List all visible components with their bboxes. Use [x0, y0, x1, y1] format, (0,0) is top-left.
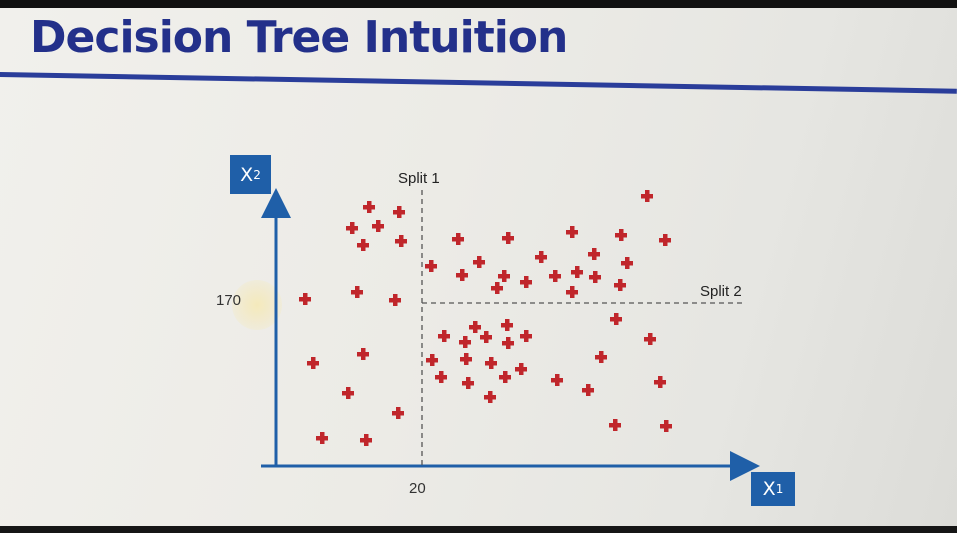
data-point-marker: [485, 357, 497, 369]
data-point-marker: [357, 348, 369, 360]
data-point-marker: [498, 270, 510, 282]
data-point-marker: [469, 321, 481, 333]
data-point-marker: [502, 337, 514, 349]
screen-bezel-top: [0, 0, 957, 8]
data-point-marker: [610, 313, 622, 325]
x2-label-text: X: [240, 163, 254, 186]
data-point-marker: [363, 201, 375, 213]
data-point-marker: [360, 434, 372, 446]
data-point-marker: [491, 282, 503, 294]
data-point-marker: [299, 293, 311, 305]
data-point-marker: [595, 351, 607, 363]
data-point-marker: [515, 363, 527, 375]
data-point-marker: [392, 407, 404, 419]
data-point-marker: [641, 190, 653, 202]
data-point-marker: [426, 354, 438, 366]
data-point-marker: [535, 251, 547, 263]
data-point-marker: [621, 257, 633, 269]
data-point-marker: [395, 235, 407, 247]
data-point-marker: [425, 260, 437, 272]
data-point-marker: [566, 286, 578, 298]
x1-label-text: X: [762, 478, 776, 500]
data-point-marker: [499, 371, 511, 383]
data-point-marker: [393, 206, 405, 218]
data-point-marker: [520, 330, 532, 342]
y-tick-label: 170: [216, 292, 242, 309]
data-point-marker: [346, 222, 358, 234]
data-point-marker: [609, 419, 621, 431]
data-point-marker: [589, 271, 601, 283]
split-2-label: Split 2: [700, 283, 742, 300]
data-point-marker: [452, 233, 464, 245]
data-point-marker: [484, 391, 496, 403]
data-point-marker: [372, 220, 384, 232]
data-point-marker: [502, 232, 514, 244]
data-point-marker: [549, 270, 561, 282]
x1-label-subscript: 1: [775, 482, 784, 496]
data-point-marker: [615, 229, 627, 241]
data-point-marker: [571, 266, 583, 278]
data-point-marker: [501, 319, 513, 331]
data-point-marker: [456, 269, 468, 281]
data-point-marker: [435, 371, 447, 383]
data-point-marker: [520, 276, 532, 288]
data-points: [299, 190, 672, 446]
split-1-label: Split 1: [398, 170, 440, 187]
data-point-marker: [351, 286, 363, 298]
data-point-marker: [480, 331, 492, 343]
x-tick-label: 20: [409, 480, 426, 497]
data-point-marker: [462, 377, 474, 389]
data-point-marker: [588, 248, 600, 260]
data-point-marker: [389, 294, 401, 306]
x2-label-subscript: 2: [253, 167, 261, 182]
data-point-marker: [316, 432, 328, 444]
data-point-marker: [644, 333, 656, 345]
data-point-marker: [582, 384, 594, 396]
data-point-marker: [357, 239, 369, 251]
data-point-marker: [660, 420, 672, 432]
data-point-marker: [551, 374, 563, 386]
data-point-marker: [473, 256, 485, 268]
data-point-marker: [566, 226, 578, 238]
data-point-marker: [307, 357, 319, 369]
data-point-marker: [459, 336, 471, 348]
data-point-marker: [654, 376, 666, 388]
screen-bezel-bottom: [0, 526, 957, 533]
data-point-marker: [460, 353, 472, 365]
data-point-marker: [614, 279, 626, 291]
data-point-marker: [342, 387, 354, 399]
slide-title: Decision Tree Intuition: [30, 12, 568, 63]
data-point-marker: [438, 330, 450, 342]
pointer-highlight: [232, 280, 282, 330]
data-point-marker: [659, 234, 671, 246]
